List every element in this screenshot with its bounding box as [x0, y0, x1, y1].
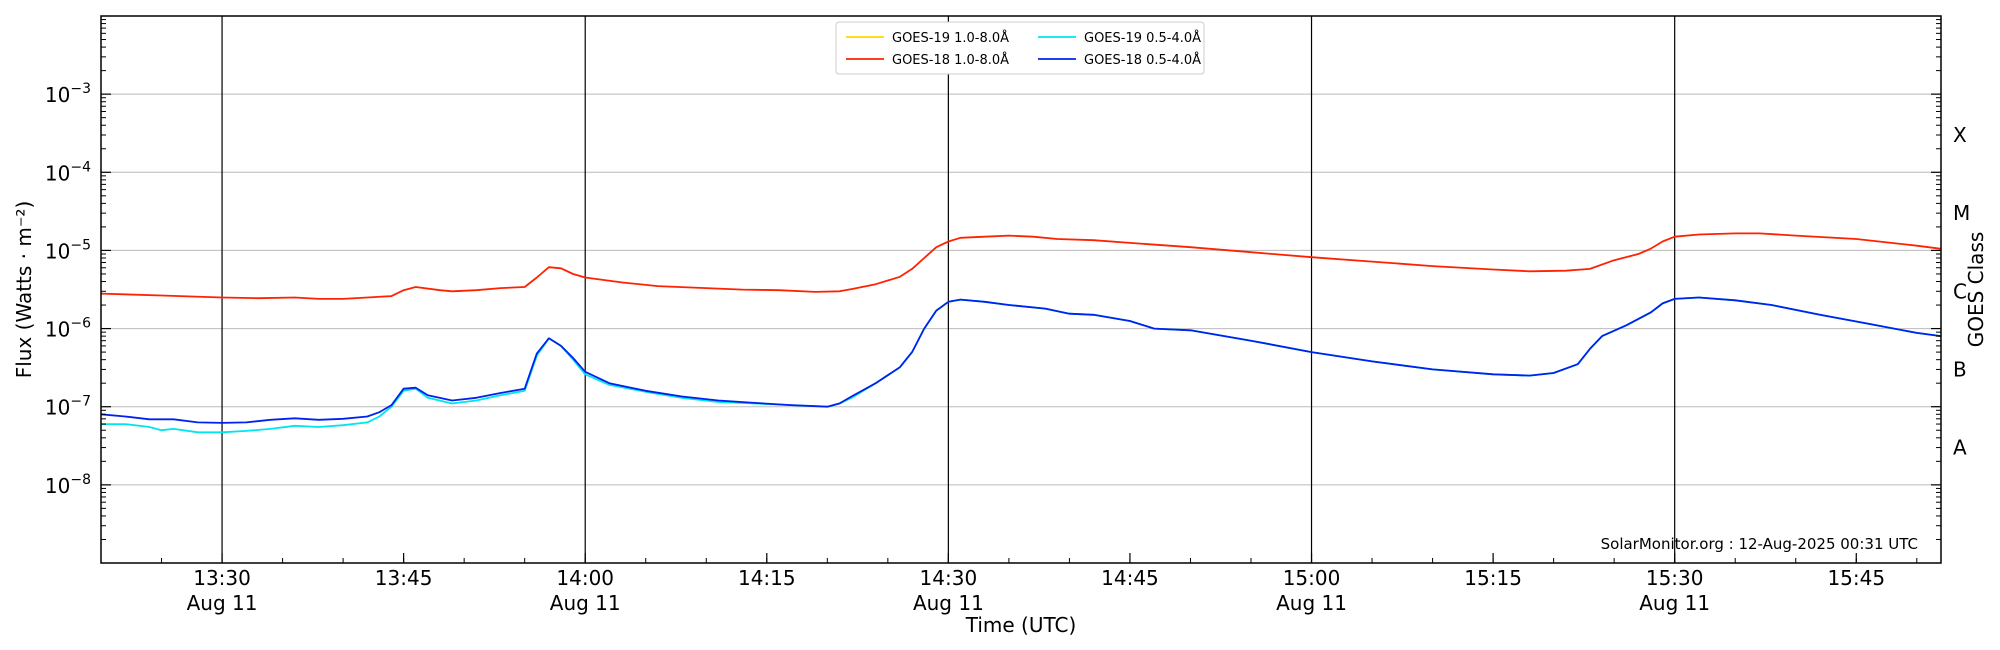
- y-tick-label: 10−6: [45, 316, 91, 342]
- x-tick-date-label: Aug 11: [1276, 591, 1347, 615]
- goes-class-label: C: [1953, 279, 1967, 303]
- goes-class-label: M: [1953, 201, 1970, 225]
- y-tick-label: 10−5: [45, 237, 91, 263]
- x-tick-label: 14:00: [556, 566, 614, 590]
- x-axis-label: Time (UTC): [965, 613, 1077, 637]
- series-lines: [100, 232, 1942, 434]
- x-tick-date-label: Aug 11: [1639, 591, 1710, 615]
- y-axis-right-label: GOES Class: [1964, 232, 1988, 348]
- goes-class-label: A: [1953, 436, 1967, 460]
- goes-class-label: X: [1953, 123, 1967, 147]
- x-tick-label: 13:45: [375, 566, 433, 590]
- legend-label: GOES-19 1.0-8.0Å: [892, 30, 1009, 46]
- y-tick-label: 10−3: [45, 81, 91, 107]
- series-line: [101, 296, 1942, 434]
- x-tick-label: 14:15: [738, 566, 796, 590]
- y-tick-label: 10−4: [45, 159, 91, 185]
- x-tick-date-label: Aug 11: [187, 591, 258, 615]
- x-tick-date-label: Aug 11: [913, 591, 984, 615]
- x-tick-label: 15:15: [1464, 566, 1522, 590]
- y-tick-label: 10−7: [45, 394, 91, 420]
- y-tick-label: 10−8: [45, 472, 91, 498]
- legend-label: GOES-18 0.5-4.0Å: [1084, 52, 1201, 68]
- series-line: [100, 296, 1942, 424]
- plot-frame: [100, 15, 1942, 564]
- goes-class-label: B: [1953, 357, 1967, 381]
- x-tick-label: 15:00: [1283, 566, 1341, 590]
- legend-box: [835, 21, 1205, 75]
- axis-ticks: [100, 19, 1941, 563]
- vertical-time-lines: [221, 16, 1676, 563]
- x-tick-label: 14:30: [920, 566, 978, 590]
- source-annotation: SolarMonitor.org : 12-Aug-2025 00:31 UTC: [1601, 535, 1918, 553]
- legend-label: GOES-19 0.5-4.0Å: [1084, 30, 1201, 46]
- legend: GOES-19 1.0-8.0Å GOES-18 1.0-8.0Å GOES-19 …: [835, 21, 1205, 75]
- x-tick-label: 13:30: [193, 566, 251, 590]
- x-tick-date-label: Aug 11: [550, 591, 621, 615]
- grid: [101, 93, 1941, 486]
- legend-label: GOES-18 1.0-8.0Å: [892, 52, 1009, 68]
- x-tick-label: 15:30: [1646, 566, 1704, 590]
- x-tick-label: 15:45: [1827, 566, 1885, 590]
- y-axis-label: Flux (Watts · m⁻²): [12, 201, 36, 379]
- series-line: [100, 232, 1942, 300]
- x-tick-label: 14:45: [1101, 566, 1159, 590]
